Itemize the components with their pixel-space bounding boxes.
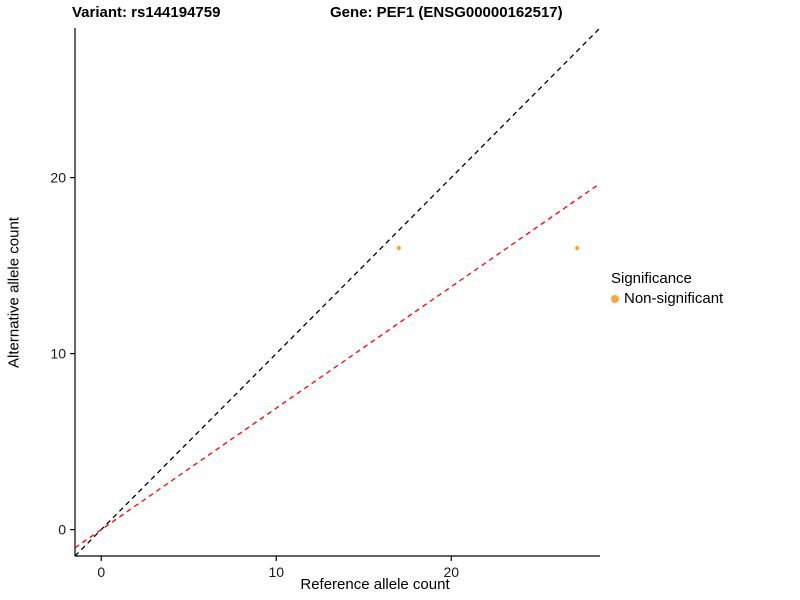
legend-item: Non-significant [611,290,723,307]
x-tick-label: 0 [97,564,105,580]
data-point [575,245,580,251]
legend: Significance Non-significant [611,270,723,307]
y-tick-label: 0 [58,522,66,538]
identity-line [75,28,600,556]
y-tick-label: 10 [50,346,66,362]
legend-title: Significance [611,270,692,287]
y-axis-title: Alternative allele count [5,217,23,368]
y-tick-label: 20 [50,170,66,186]
x-tick-label: 10 [268,564,284,580]
variant-title: Variant: rs144194759 [72,4,221,21]
fitted-ratio-line [75,182,600,549]
legend-point-icon [611,294,619,303]
data-point [396,245,401,251]
x-axis-title: Reference allele count [300,576,450,593]
legend-item-label: Non-significant [624,290,724,307]
x-tick-label: 20 [443,564,459,580]
gene-title: Gene: PEF1 (ENSG00000162517) [330,4,563,21]
